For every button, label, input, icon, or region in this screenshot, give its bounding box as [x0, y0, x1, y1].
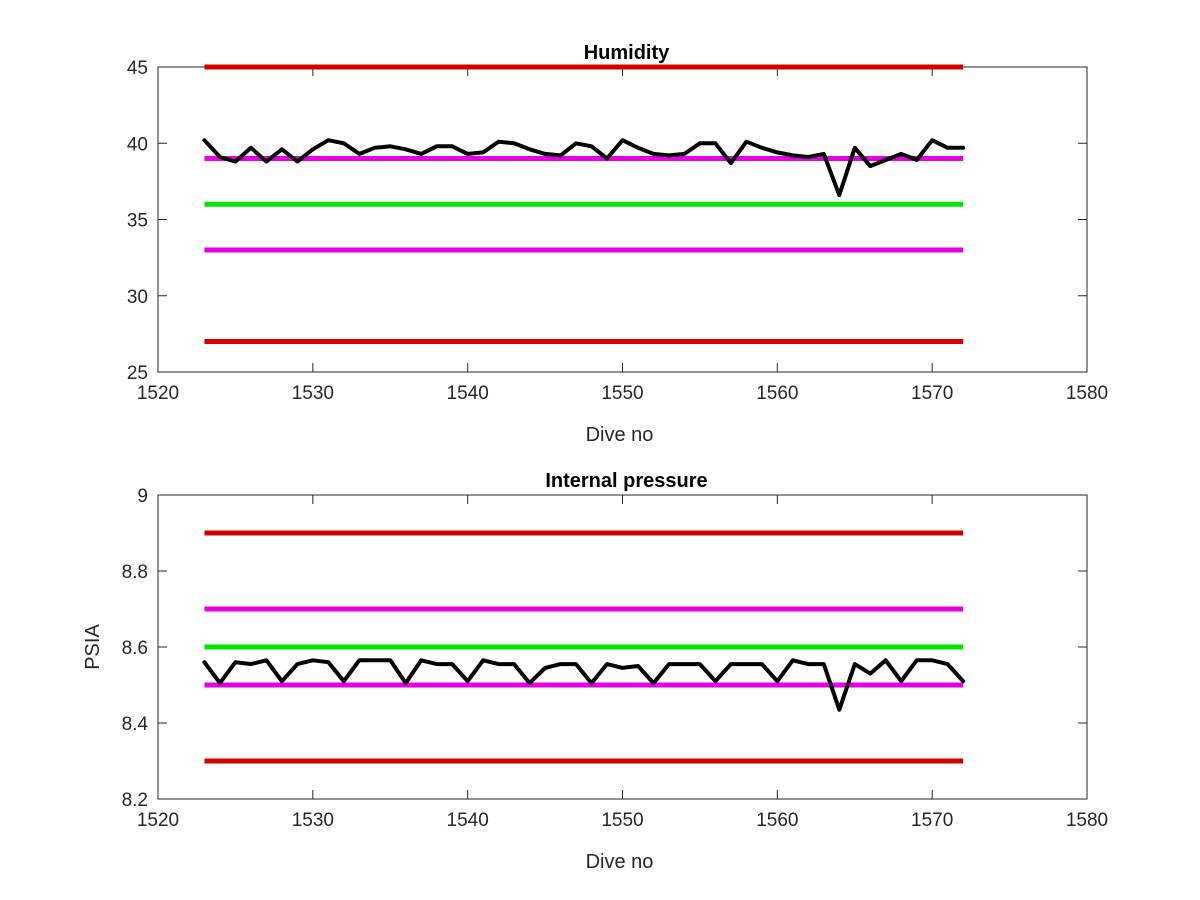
- x-tick-label: 1530: [292, 383, 334, 404]
- y-tick-label: 8.6: [122, 638, 148, 659]
- y-tick-label: 40: [127, 134, 148, 155]
- x-axis-label: Dive no: [586, 851, 654, 873]
- y-tick-label: 8.2: [122, 790, 148, 811]
- y-tick-label: 30: [127, 287, 148, 308]
- y-tick-label: 45: [127, 58, 148, 79]
- series-line-1: [202, 658, 966, 712]
- y-tick-label: 8.4: [122, 714, 149, 735]
- x-tick-label: 1540: [447, 810, 489, 831]
- x-tick-label: 1520: [137, 383, 179, 404]
- chart-title: Humidity: [584, 42, 670, 64]
- x-tick-label: 1570: [911, 810, 953, 831]
- x-tick-label: 1550: [601, 383, 643, 404]
- y-tick-label: 25: [127, 363, 148, 384]
- x-axis-label: Dive no: [586, 424, 654, 446]
- x-tick-label: 1580: [1066, 383, 1108, 404]
- x-tick-label: 1550: [601, 810, 643, 831]
- y-tick-label: 35: [127, 211, 148, 232]
- x-tick-label: 1560: [756, 810, 798, 831]
- y-axis-label: PSIA: [82, 624, 104, 670]
- x-tick-label: 1530: [292, 810, 334, 831]
- x-tick-label: 1560: [756, 383, 798, 404]
- x-tick-label: 1540: [447, 383, 489, 404]
- series-line-1: [202, 138, 966, 198]
- panel-1: 1520 1530 1540 1550 1560 1570 1580 25 30 35 40 45 Hu…: [127, 42, 1108, 446]
- x-tick-label: 1570: [911, 383, 953, 404]
- plot-area: [157, 66, 1088, 373]
- chart-title: Internal pressure: [545, 470, 707, 492]
- x-tick-label: 1580: [1066, 810, 1108, 831]
- y-tick-label: 8.8: [122, 562, 148, 583]
- x-tick-label: 1520: [137, 810, 179, 831]
- panel-2: 1520 1530 1540 1550 1560 1570 1580 8.2 8.4 8.6 8.8…: [82, 470, 1108, 873]
- y-tick-label: 9: [137, 486, 148, 507]
